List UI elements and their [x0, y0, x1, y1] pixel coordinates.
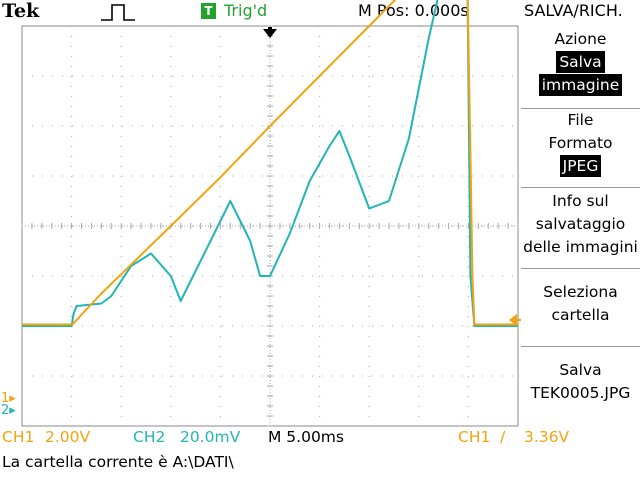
- menu-select-folder-button[interactable]: Seleziona cartella: [521, 268, 640, 346]
- ch1-scale: 2.00V: [45, 428, 91, 446]
- select-line2: cartella: [551, 306, 610, 324]
- timebase: M 5.00ms: [268, 428, 344, 446]
- save-filename: TEK0005.JPG: [530, 384, 631, 402]
- ch2-label: CH2: [133, 428, 166, 446]
- brand-logo: Tek: [2, 0, 40, 22]
- trigger-level: 3.36V: [524, 428, 570, 446]
- info-line1: Info sul: [552, 192, 609, 210]
- info-line3: delle immagini: [523, 238, 638, 256]
- scope-display: [21, 0, 521, 427]
- status-message: La cartella corrente è A:\DATI\: [2, 453, 234, 471]
- menu-title: SALVA/RICH.: [524, 1, 623, 20]
- action-value-line1: Salva: [556, 51, 605, 73]
- trigger-position-stem: [268, 27, 272, 32]
- ch2-scale: 20.0mV: [180, 428, 241, 446]
- menu-save-button[interactable]: Salva TEK0005.JPG: [521, 346, 640, 426]
- trigger-level-marker: [509, 314, 517, 326]
- file-label-line2: Formato: [548, 134, 613, 152]
- select-line1: Seleziona: [543, 283, 618, 301]
- ch1-marker-label: 1: [1, 391, 10, 406]
- action-value-line2: immagine: [538, 74, 623, 96]
- trigger-status: Trig'd: [224, 1, 268, 20]
- graticule: [21, 25, 519, 427]
- ch1-ground-marker: 1▸: [1, 391, 16, 406]
- ch2-trace: [22, 0, 518, 327]
- file-format-value: JPEG: [559, 155, 602, 177]
- ch2-ground-marker: 2▸: [1, 403, 16, 418]
- horizontal-position: M Pos: 0.000s: [358, 1, 469, 20]
- action-label: Azione: [554, 30, 607, 48]
- ch1-label: CH1: [2, 428, 35, 446]
- trigger-badge: T: [201, 3, 216, 19]
- info-line2: salvataggio: [535, 215, 626, 233]
- pulse-icon: [101, 4, 135, 21]
- file-label-line1: File: [567, 111, 594, 129]
- side-menu: Azione Salva immagine File Formato JPEG …: [521, 24, 640, 426]
- trigger-level-stem: [515, 319, 521, 321]
- menu-action-button[interactable]: Azione Salva immagine: [521, 28, 640, 106]
- menu-file-format-button[interactable]: File Formato JPEG: [521, 108, 640, 187]
- trigger-slope-icon: /: [500, 428, 506, 446]
- menu-info-button[interactable]: Info sul salvataggio delle immagini: [521, 187, 640, 268]
- waveform-traces: [22, 0, 518, 327]
- ch1-trace: [22, 0, 518, 326]
- ch2-marker-label: 2: [1, 403, 10, 418]
- trigger-position-marker: [263, 29, 277, 38]
- trigger-source: CH1: [458, 428, 491, 446]
- save-line1: Salva: [559, 361, 602, 379]
